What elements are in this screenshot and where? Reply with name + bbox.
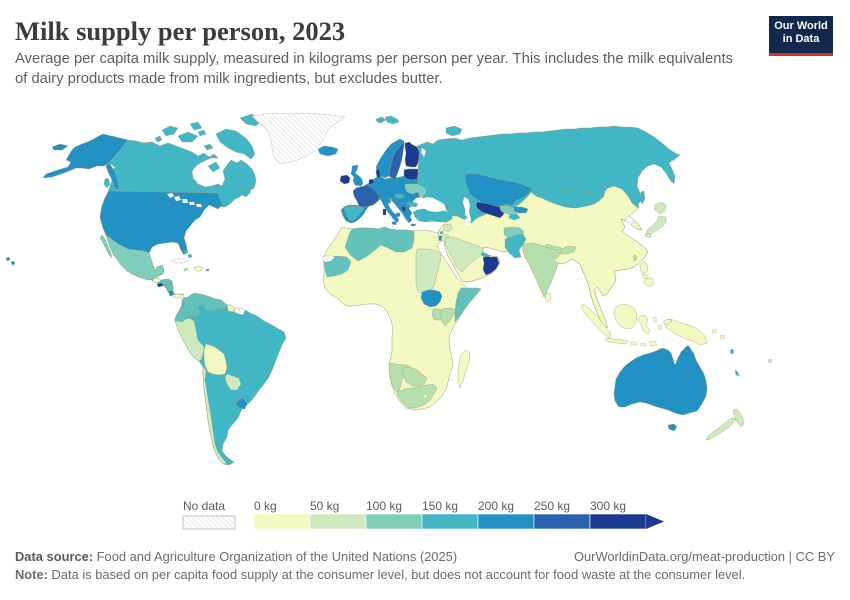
svg-text:150 kg: 150 kg: [422, 499, 458, 513]
svg-text:200 kg: 200 kg: [478, 499, 514, 513]
svg-text:0 kg: 0 kg: [254, 499, 277, 513]
svg-text:50 kg: 50 kg: [310, 499, 339, 513]
svg-text:250 kg: 250 kg: [534, 499, 570, 513]
svg-text:No data: No data: [183, 499, 225, 513]
svg-text:100 kg: 100 kg: [366, 499, 402, 513]
svg-text:300 kg: 300 kg: [590, 499, 626, 513]
